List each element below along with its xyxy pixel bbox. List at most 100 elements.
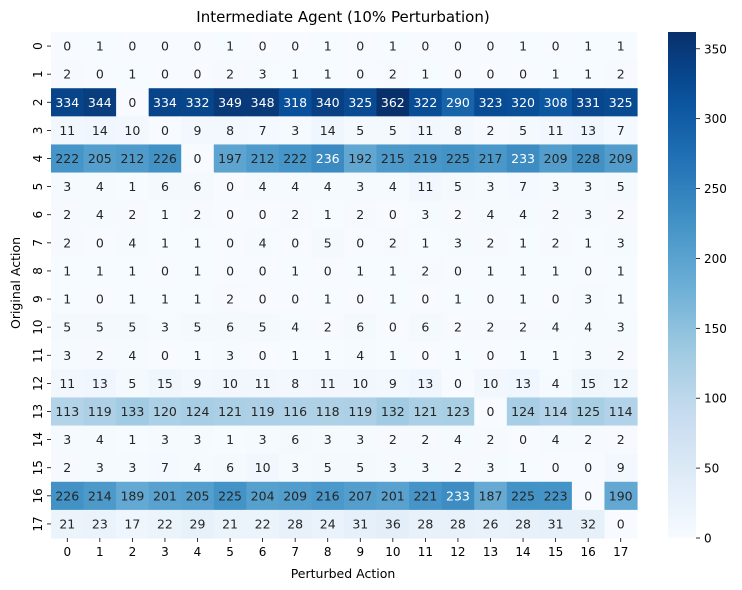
- heatmap-cell-r7-c8: [311, 228, 345, 258]
- heatmap-cell-r9-c3: [148, 285, 182, 314]
- cell-value-r3-c6: 7: [259, 123, 267, 138]
- heatmap-cell-r1-c12: [441, 60, 475, 89]
- heatmap-cell-r16-c7: [278, 481, 313, 511]
- cell-value-r14-c4: 3: [194, 432, 202, 447]
- y-tick-label-17: 17: [31, 516, 45, 531]
- heatmap-cell-r16-c3: [148, 481, 182, 511]
- cell-value-r1-c8: 1: [324, 67, 332, 82]
- cell-value-r1-c11: 1: [421, 67, 429, 82]
- heatmap-cell-r11-c12: [441, 341, 475, 370]
- cell-value-r16-c13: 187: [479, 488, 503, 503]
- heatmap-cell-r1-c15: [539, 60, 573, 89]
- heatmap-cell-r3-c11: [409, 116, 443, 146]
- heatmap-cell-r9-c13: [474, 285, 508, 314]
- cell-value-r8-c9: 1: [356, 263, 364, 278]
- cell-value-r13-c10: 132: [381, 404, 405, 419]
- cell-value-r0-c13: 0: [487, 39, 495, 54]
- cell-value-r15-c17: 9: [617, 460, 625, 475]
- heatmap-cell-r15-c11: [409, 453, 443, 483]
- cell-value-r9-c2: 1: [128, 292, 136, 307]
- heatmap-cell-r0-c17: [604, 32, 638, 61]
- heatmap-cell-r16-c17: [604, 481, 638, 511]
- heatmap-cell-r4-c12: [441, 144, 475, 174]
- heatmap-cell-r2-c8: [311, 88, 345, 117]
- heatmap-cell-r17-c8: [311, 509, 345, 539]
- heatmap-cell-r3-c10: [376, 116, 410, 146]
- heatmap-cell-r13-c16: [571, 397, 606, 427]
- colorbar: 0 50 100 150 200 250 300 350: [668, 32, 727, 546]
- cell-value-r5-c6: 4: [259, 179, 267, 194]
- cell-value-r13-c9: 119: [348, 404, 372, 419]
- cell-value-r0-c6: 0: [259, 39, 267, 54]
- heatmap-cell-r3-c2: [116, 116, 150, 146]
- cell-value-r6-c7: 2: [291, 207, 299, 222]
- cell-value-r17-c12: 28: [450, 516, 466, 531]
- heatmap-cell-r4-c3: [148, 144, 182, 174]
- cell-value-r6-c0: 2: [63, 207, 71, 222]
- heatmap-cell-r12-c11: [409, 369, 443, 399]
- cell-value-r13-c4: 124: [186, 404, 210, 419]
- y-tick-label-11: 11: [31, 348, 45, 363]
- cell-value-r17-c9: 31: [352, 516, 368, 531]
- heatmap-cell-r11-c7: [278, 341, 313, 370]
- heatmap-cell-r1-c14: [506, 60, 540, 89]
- heatmap-cell-r10-c8: [311, 313, 345, 342]
- heatmap-cell-r8-c2: [116, 256, 150, 286]
- heatmap-cell-r13-c15: [539, 397, 573, 427]
- cell-value-r14-c10: 2: [389, 432, 397, 447]
- heatmap-cell-r8-c13: [474, 256, 508, 286]
- cell-value-r6-c3: 1: [161, 207, 169, 222]
- heatmap-cell-r5-c2: [116, 172, 150, 202]
- cell-value-r6-c9: 2: [356, 207, 364, 222]
- heatmap-cell-r9-c6: [246, 285, 280, 314]
- heatmap-cell-r5-c1: [83, 172, 117, 202]
- heatmap-cell-r4-c2: [116, 144, 150, 174]
- cell-value-r3-c16: 13: [580, 123, 596, 138]
- heatmap-cell-r8-c9: [344, 256, 378, 286]
- cell-value-r4-c10: 215: [381, 151, 405, 166]
- heatmap-cell-r15-c7: [278, 453, 313, 483]
- cell-value-r12-c3: 15: [157, 376, 173, 391]
- heatmap-cell-r0-c16: [571, 32, 606, 61]
- cell-value-r12-c15: 4: [552, 376, 560, 391]
- cell-value-r8-c11: 2: [421, 263, 429, 278]
- heatmap-cell-r14-c13: [474, 425, 508, 455]
- heatmap-cell-r10-c10: [376, 313, 410, 342]
- cell-value-r12-c4: 9: [194, 376, 202, 391]
- cell-value-r11-c6: 0: [259, 348, 267, 363]
- cell-value-r4-c6: 212: [251, 151, 275, 166]
- cell-value-r8-c3: 0: [161, 263, 169, 278]
- heatmap-cell-r2-c1: [83, 88, 117, 117]
- cell-value-r12-c12: 0: [454, 376, 462, 391]
- heatmap-cell-r6-c11: [409, 200, 443, 230]
- heatmap-cell-r16-c10: [376, 481, 410, 511]
- cell-value-r6-c6: 0: [259, 207, 267, 222]
- heatmap-cell-r10-c0: [51, 313, 85, 342]
- cell-value-r4-c1: 205: [88, 151, 112, 166]
- heatmap-cell-r9-c7: [278, 285, 313, 314]
- heatmap-cell-r17-c16: [571, 509, 606, 539]
- cell-value-r13-c5: 121: [218, 404, 242, 419]
- cell-value-r2-c3: 334: [153, 95, 177, 110]
- cell-value-r2-c16: 331: [576, 95, 600, 110]
- heatmap-cell-r7-c0: [51, 228, 85, 258]
- heatmap-cell-r2-c10: [376, 88, 410, 117]
- cell-value-r12-c11: 13: [417, 376, 433, 391]
- cell-value-r17-c1: 23: [92, 516, 108, 531]
- heatmap-cell-r1-c1: [83, 60, 117, 89]
- cell-value-r1-c2: 1: [128, 67, 136, 82]
- heatmap-cell-r3-c14: [506, 116, 540, 146]
- heatmap-cell-r3-c6: [246, 116, 280, 146]
- cell-value-r2-c2: 0: [128, 95, 136, 110]
- cell-value-r10-c4: 5: [194, 320, 202, 335]
- cell-value-r4-c11: 219: [413, 151, 437, 166]
- cell-value-r15-c3: 7: [161, 460, 169, 475]
- x-tick-label-16: 16: [581, 545, 596, 559]
- cell-value-r15-c4: 4: [194, 460, 202, 475]
- heatmap-cell-r11-c8: [311, 341, 345, 370]
- cell-value-r4-c0: 222: [55, 151, 79, 166]
- cell-value-r10-c7: 4: [291, 320, 299, 335]
- heatmap-cell-r15-c0: [51, 453, 85, 483]
- cell-value-r2-c14: 320: [511, 95, 535, 110]
- heatmap-cell-r8-c12: [441, 256, 475, 286]
